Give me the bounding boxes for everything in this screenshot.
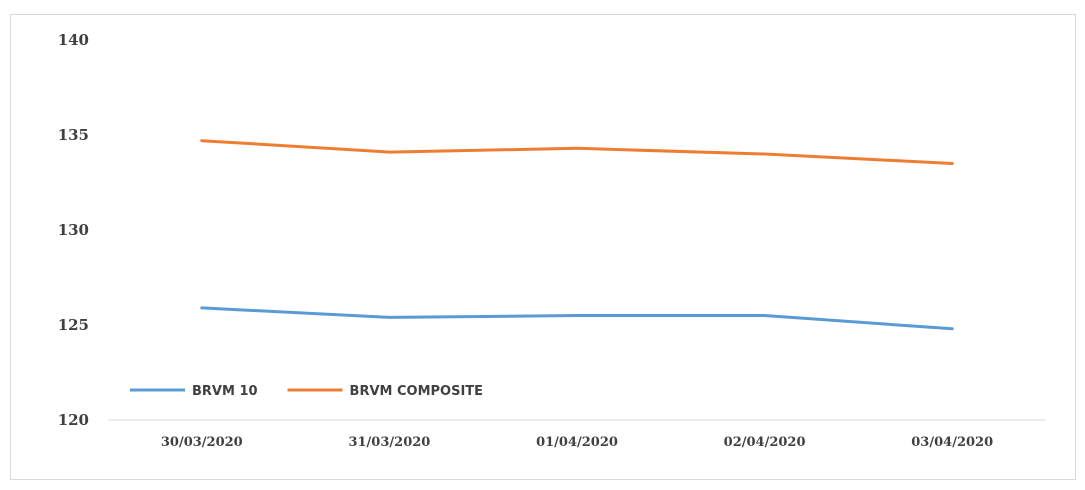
legend: BRVM 10 BRVM COMPOSITE: [130, 384, 483, 399]
x-tick-label: 01/04/2020: [536, 435, 618, 450]
series-line-brvm-composite: [200, 139, 954, 165]
y-tick-label: 125: [58, 316, 89, 334]
legend-label: BRVM 10: [192, 384, 258, 399]
legend-label: BRVM COMPOSITE: [350, 384, 484, 399]
y-tick-label: 140: [58, 31, 89, 49]
x-tick-label: 02/04/2020: [724, 435, 806, 450]
chart-frame: [10, 14, 1076, 480]
x-tick-label: 03/04/2020: [911, 435, 993, 450]
series-line-brvm-10: [200, 306, 954, 331]
y-tick-label: 135: [58, 126, 89, 144]
series-group: [200, 139, 954, 331]
y-axis: 120 125 130 135 140: [58, 31, 89, 429]
y-tick-label: 130: [58, 221, 89, 239]
x-tick-label: 30/03/2020: [161, 435, 243, 450]
x-tick-label: 31/03/2020: [348, 435, 430, 450]
x-axis: 30/03/2020 31/03/2020 01/04/2020 02/04/2020…: [161, 435, 993, 450]
y-tick-label: 120: [58, 411, 89, 429]
